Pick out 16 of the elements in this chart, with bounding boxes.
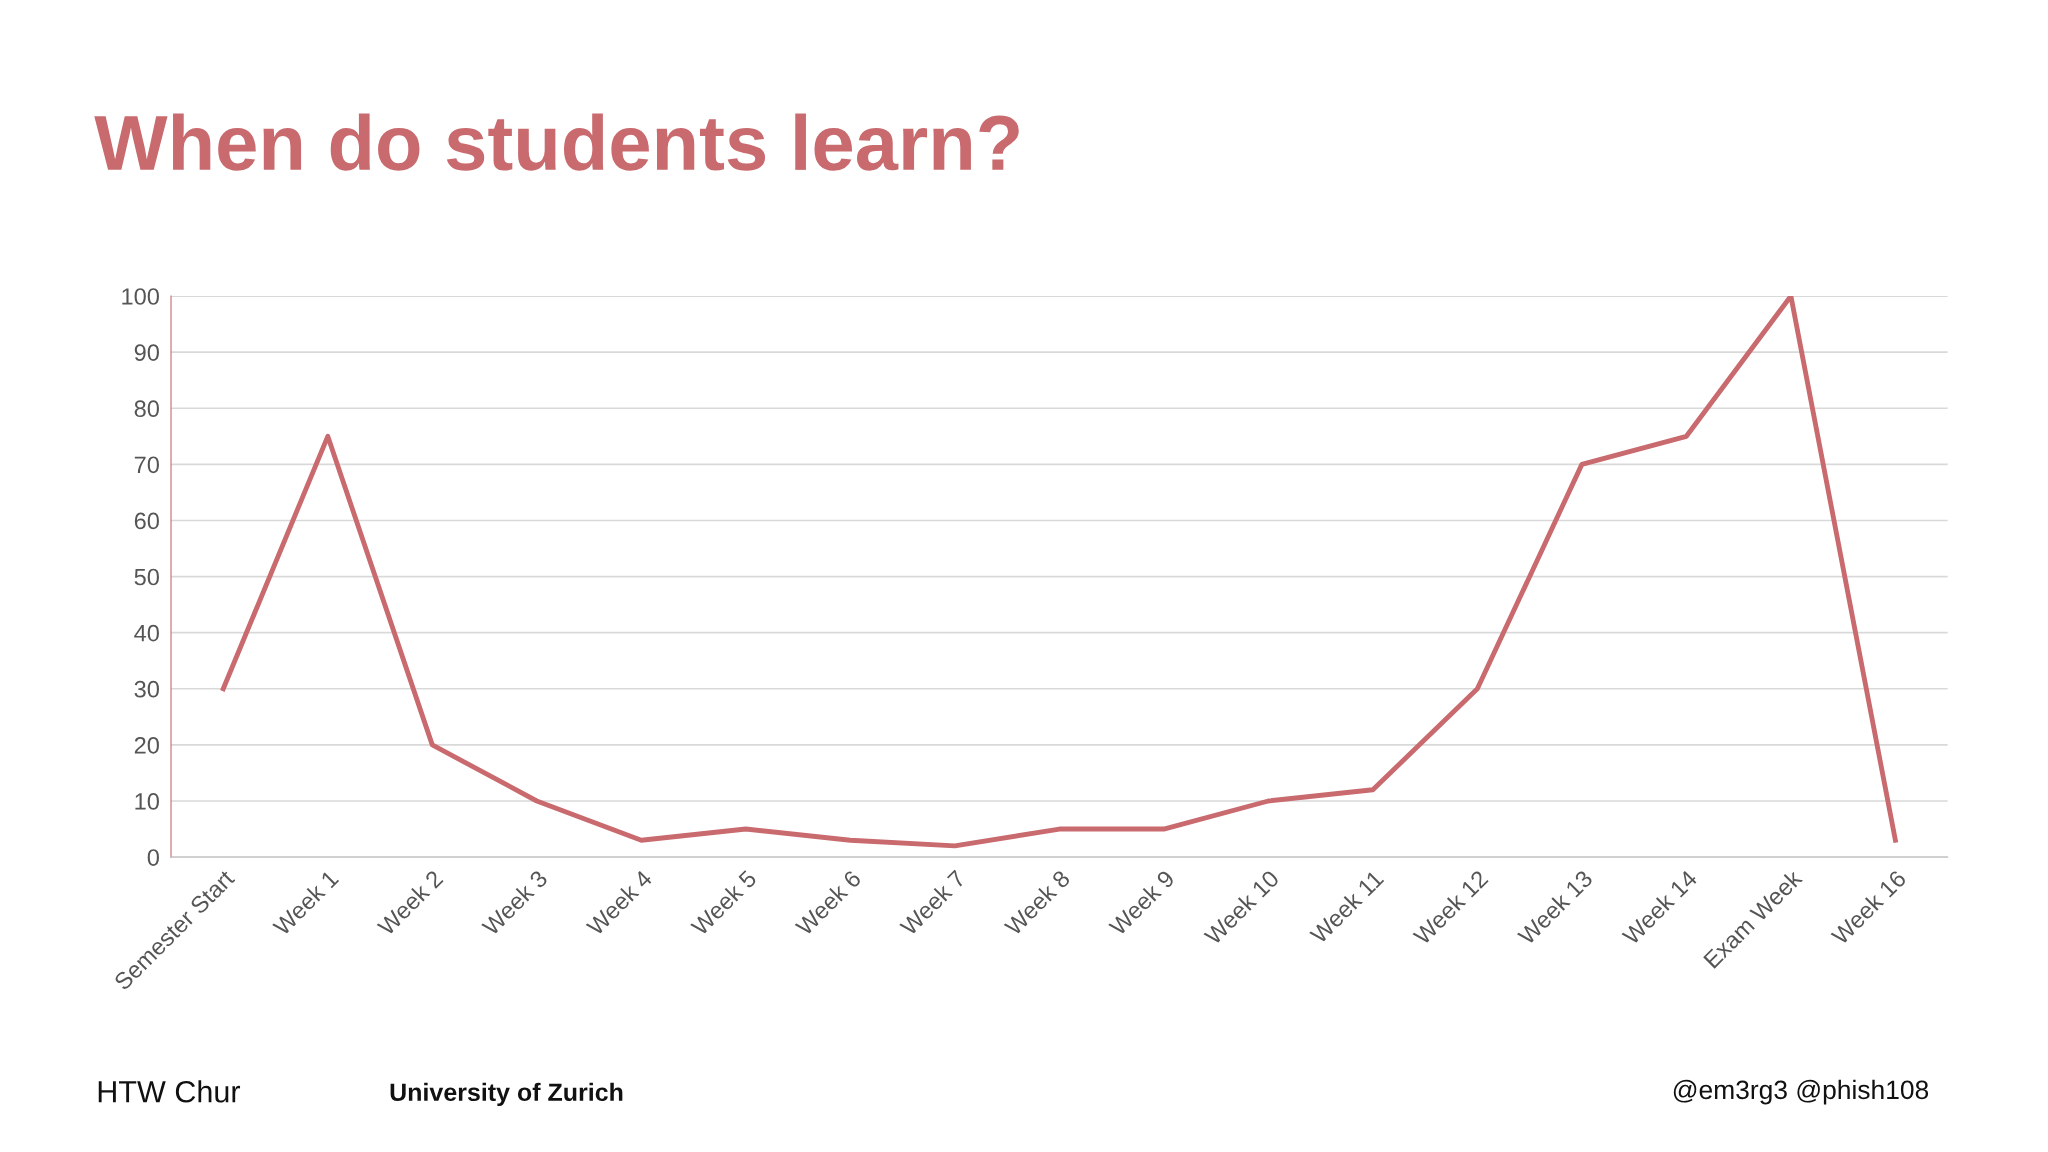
y-tick-label: 70 [134,456,159,474]
y-tick-label: 0 [147,849,159,866]
y-tick-label: 80 [134,400,159,418]
y-tick-label: 50 [134,568,159,586]
text: @em3rg3 @phish108 [1673,1079,1929,1105]
y-tick-label: 40 [134,624,159,642]
y-tick-label: 90 [134,344,159,361]
text: University of Zurich [390,1082,623,1107]
text: HTW Chur [98,1080,241,1103]
y-tick-label: 20 [134,736,159,754]
y-tick-label: 30 [134,680,159,698]
line-series [220,296,1898,849]
y-tick-label: 10 [135,793,159,810]
y-tick-label: 60 [134,512,159,530]
y-tick-label: 100 [122,288,159,305]
chart-title: When do students learn? [94,113,1019,171]
